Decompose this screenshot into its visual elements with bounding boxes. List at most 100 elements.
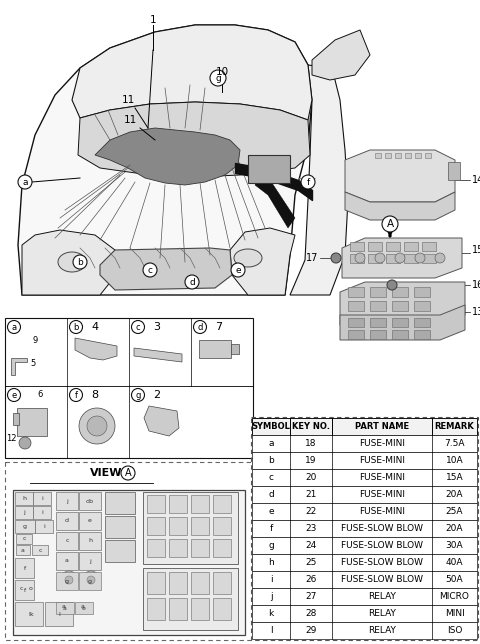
Text: c: c xyxy=(136,323,140,332)
Bar xyxy=(213,572,231,594)
Polygon shape xyxy=(340,282,465,325)
Bar xyxy=(143,492,238,564)
Bar xyxy=(386,242,400,251)
Text: db: db xyxy=(86,498,94,504)
Bar xyxy=(147,572,165,594)
Bar xyxy=(392,330,408,339)
Circle shape xyxy=(435,253,445,263)
Bar xyxy=(231,344,239,354)
Text: l: l xyxy=(58,612,60,616)
Polygon shape xyxy=(72,25,312,120)
Text: 5: 5 xyxy=(30,359,36,368)
Bar xyxy=(386,254,400,263)
Bar xyxy=(392,287,408,297)
Bar xyxy=(348,301,364,311)
Text: 2: 2 xyxy=(154,390,161,400)
Circle shape xyxy=(387,280,397,290)
Polygon shape xyxy=(11,358,27,375)
Polygon shape xyxy=(22,230,120,295)
Text: a: a xyxy=(81,603,85,609)
Text: i: i xyxy=(41,510,43,515)
Bar xyxy=(15,506,33,519)
Text: VIEW: VIEW xyxy=(90,468,122,478)
Text: RELAY: RELAY xyxy=(368,592,396,601)
Text: c: c xyxy=(268,473,274,482)
Text: 20A: 20A xyxy=(446,490,463,499)
Bar xyxy=(169,517,187,535)
Bar xyxy=(252,537,477,554)
Circle shape xyxy=(382,216,398,232)
Text: a: a xyxy=(65,558,69,564)
Text: 16: 16 xyxy=(472,280,480,290)
Text: d: d xyxy=(189,278,195,287)
Circle shape xyxy=(87,576,95,584)
Text: FUSE-MINI: FUSE-MINI xyxy=(359,439,405,448)
Bar xyxy=(404,254,418,263)
Text: 28: 28 xyxy=(305,609,317,618)
Polygon shape xyxy=(100,248,232,290)
Bar xyxy=(105,516,135,538)
Bar xyxy=(35,520,53,533)
Bar xyxy=(252,469,477,486)
Circle shape xyxy=(193,321,206,334)
Circle shape xyxy=(87,416,107,436)
Bar xyxy=(370,318,386,327)
Text: 12: 12 xyxy=(6,433,16,442)
Bar xyxy=(370,287,386,297)
Bar xyxy=(404,242,418,251)
Bar xyxy=(414,287,430,297)
Bar xyxy=(147,598,165,620)
Ellipse shape xyxy=(58,252,86,272)
Text: 9: 9 xyxy=(32,336,37,345)
Bar xyxy=(5,318,253,458)
Bar xyxy=(252,588,477,605)
Text: e: e xyxy=(268,507,274,516)
Text: 50A: 50A xyxy=(446,575,463,584)
Text: h: h xyxy=(268,558,274,567)
Bar xyxy=(56,602,74,614)
Polygon shape xyxy=(312,30,370,80)
Text: f: f xyxy=(24,587,25,592)
Circle shape xyxy=(143,263,157,277)
Circle shape xyxy=(331,253,341,263)
Bar xyxy=(415,153,421,158)
Bar xyxy=(252,622,477,639)
Bar xyxy=(385,153,391,158)
Bar xyxy=(252,605,477,622)
Bar xyxy=(191,539,209,557)
Bar xyxy=(422,254,436,263)
Polygon shape xyxy=(345,150,455,202)
Bar xyxy=(79,552,101,570)
Text: e: e xyxy=(88,518,92,524)
Text: 10: 10 xyxy=(216,67,228,77)
Text: 15A: 15A xyxy=(446,473,463,482)
Ellipse shape xyxy=(234,249,262,267)
Circle shape xyxy=(79,408,115,444)
Circle shape xyxy=(132,388,144,401)
Bar xyxy=(15,558,34,578)
Text: b: b xyxy=(73,323,79,332)
Text: MICRO: MICRO xyxy=(440,592,469,601)
Bar xyxy=(169,539,187,557)
Text: FUSE-MINI: FUSE-MINI xyxy=(359,473,405,482)
Text: g: g xyxy=(215,73,221,82)
Text: RELAY: RELAY xyxy=(368,626,396,635)
Text: FUSE-MINI: FUSE-MINI xyxy=(359,507,405,516)
Bar xyxy=(45,602,73,626)
Bar xyxy=(368,242,382,251)
Circle shape xyxy=(60,571,78,589)
Text: f: f xyxy=(74,390,77,399)
Bar xyxy=(448,162,460,180)
Text: 8: 8 xyxy=(91,390,98,400)
Text: g: g xyxy=(268,541,274,550)
Text: j: j xyxy=(270,592,272,601)
Bar xyxy=(56,512,78,530)
Text: 24: 24 xyxy=(305,541,317,550)
Bar xyxy=(392,318,408,327)
Text: i: i xyxy=(43,524,45,529)
Bar xyxy=(414,318,430,327)
Circle shape xyxy=(301,175,315,189)
Text: a: a xyxy=(63,605,67,611)
Bar xyxy=(348,287,364,297)
Text: 7: 7 xyxy=(216,322,223,332)
